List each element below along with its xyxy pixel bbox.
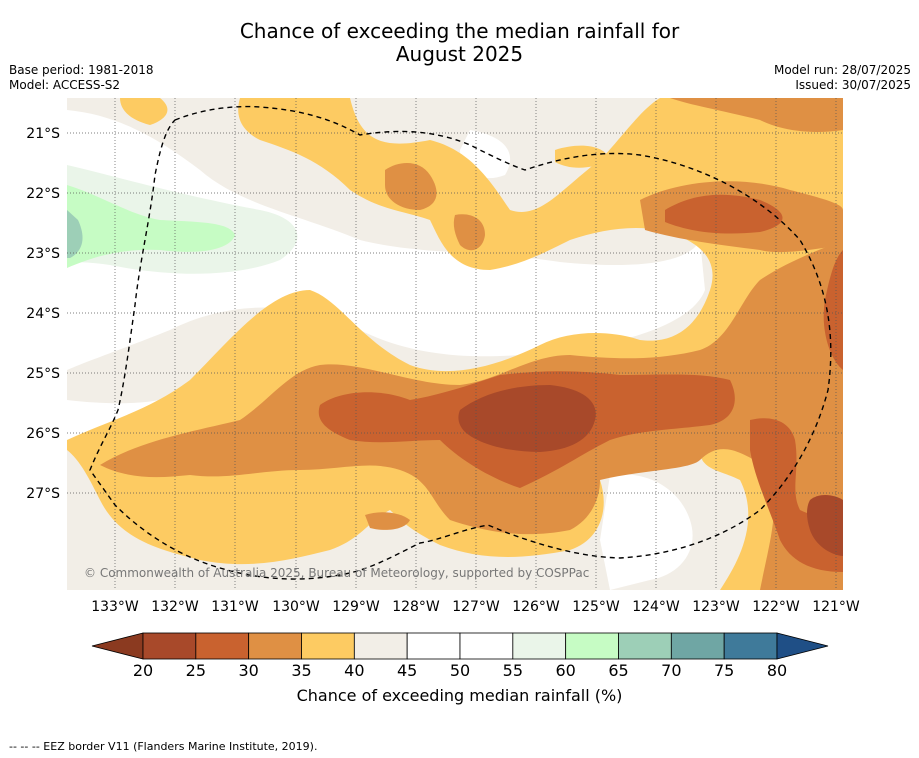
- gridlines: [67, 98, 843, 590]
- colorbar-tick-label: 80: [767, 661, 787, 680]
- colorbar-tick-label: 55: [503, 661, 523, 680]
- colorbar-cell: [248, 632, 302, 660]
- lon-label: 133°W: [91, 599, 139, 615]
- lat-label: 21°S: [26, 126, 60, 142]
- map-fields: [67, 98, 843, 590]
- region-30-35-small: [453, 214, 485, 251]
- region-50-55-southeast: [600, 474, 693, 590]
- colorbar-cell: [459, 632, 514, 660]
- colorbar-cell: [723, 632, 778, 660]
- colorbar-tick-label: 40: [344, 661, 364, 680]
- lat-label: 26°S: [26, 426, 60, 442]
- lon-label: 127°W: [452, 599, 500, 615]
- lon-label: 121°W: [812, 599, 860, 615]
- lat-labels: 21°S 22°S 23°S 24°S 25°S 26°S 27°S: [26, 126, 60, 502]
- region-30-35-north-patch: [385, 163, 437, 210]
- colorbar-tick-labels: 20 25 30 35 40 45 50 55 60 65 70 75 80: [133, 661, 787, 680]
- region-30-35-south-patch: [365, 512, 410, 530]
- colorbar-cell: [301, 632, 355, 660]
- lon-label: 124°W: [632, 599, 680, 615]
- lat-label: 22°S: [26, 186, 60, 202]
- colorbar-tick-label: 60: [555, 661, 575, 680]
- lat-label: 23°S: [26, 246, 60, 262]
- region-20-25: [458, 385, 596, 452]
- model-run: Model run: 28/07/2025: [773, 63, 911, 77]
- region-35-40-north: [120, 98, 168, 125]
- base-period: Base period: 1981-2018: [9, 63, 154, 77]
- colorbar-cell: [565, 632, 619, 660]
- region-25-30-east-edge: [823, 250, 843, 370]
- lon-label: 126°W: [512, 599, 560, 615]
- colorbar-tick-label: 20: [133, 661, 153, 680]
- colorbar-tick-label: 30: [238, 661, 258, 680]
- region-65-70: [67, 210, 83, 258]
- title-line-2: August 2025: [395, 42, 524, 66]
- colorbar-low-extension: [91, 632, 144, 660]
- region-20-25-east: [807, 495, 843, 556]
- lon-labels: 133°W 132°W 131°W 130°W 129°W 128°W 127°…: [91, 599, 860, 615]
- lon-label: 129°W: [332, 599, 380, 615]
- colorbar-cells: [142, 632, 778, 660]
- lat-label: 24°S: [26, 306, 60, 322]
- colorbar-tick-label: 65: [608, 661, 628, 680]
- lon-label: 122°W: [752, 599, 800, 615]
- colorbar-high-extension: [776, 632, 829, 660]
- colorbar-cell: [406, 632, 461, 660]
- colorbar-tick-label: 45: [397, 661, 417, 680]
- title-line-1: Chance of exceeding the median rainfall …: [239, 19, 680, 43]
- eez-border: [89, 105, 832, 580]
- colorbar-cell: [512, 632, 567, 660]
- colorbar-tick-label: 70: [661, 661, 681, 680]
- copyright-text: © Commonwealth of Australia 2025, Bureau…: [84, 566, 589, 580]
- lon-label: 132°W: [151, 599, 199, 615]
- eez-footnote: -- -- -- EEZ border V11 (Flanders Marine…: [9, 740, 318, 753]
- colorbar-cell: [618, 632, 672, 660]
- region-60-65: [67, 185, 235, 268]
- colorbar-label: Chance of exceeding median rainfall (%): [296, 686, 623, 705]
- colorbar-tick-label: 35: [291, 661, 311, 680]
- colorbar-cell: [142, 632, 197, 660]
- lon-label: 125°W: [572, 599, 620, 615]
- colorbar-tick-label: 50: [450, 661, 470, 680]
- colorbar-cell: [353, 632, 408, 660]
- colorbar-cell: [195, 632, 250, 660]
- region-30-35-topright: [670, 98, 843, 132]
- region-50-55: [67, 110, 705, 370]
- lon-label: 123°W: [692, 599, 740, 615]
- colorbar-cell: [670, 632, 725, 660]
- lon-label: 128°W: [392, 599, 440, 615]
- issued-date: Issued: 30/07/2025: [795, 78, 911, 92]
- colorbar: 20 25 30 35 40 45 50 55 60 65 70 75 80: [91, 632, 829, 680]
- region-35-40-patch: [555, 145, 610, 168]
- lat-label: 27°S: [26, 486, 60, 502]
- lon-label: 131°W: [211, 599, 259, 615]
- colorbar-tick-label: 25: [186, 661, 206, 680]
- colorbar-tick-label: 75: [714, 661, 734, 680]
- lon-label: 130°W: [272, 599, 320, 615]
- lat-label: 25°S: [26, 366, 60, 382]
- region-25-30-northeast: [665, 194, 783, 234]
- model-name: Model: ACCESS-S2: [9, 78, 121, 92]
- rainfall-map: © Commonwealth of Australia 2025, Bureau…: [26, 98, 860, 680]
